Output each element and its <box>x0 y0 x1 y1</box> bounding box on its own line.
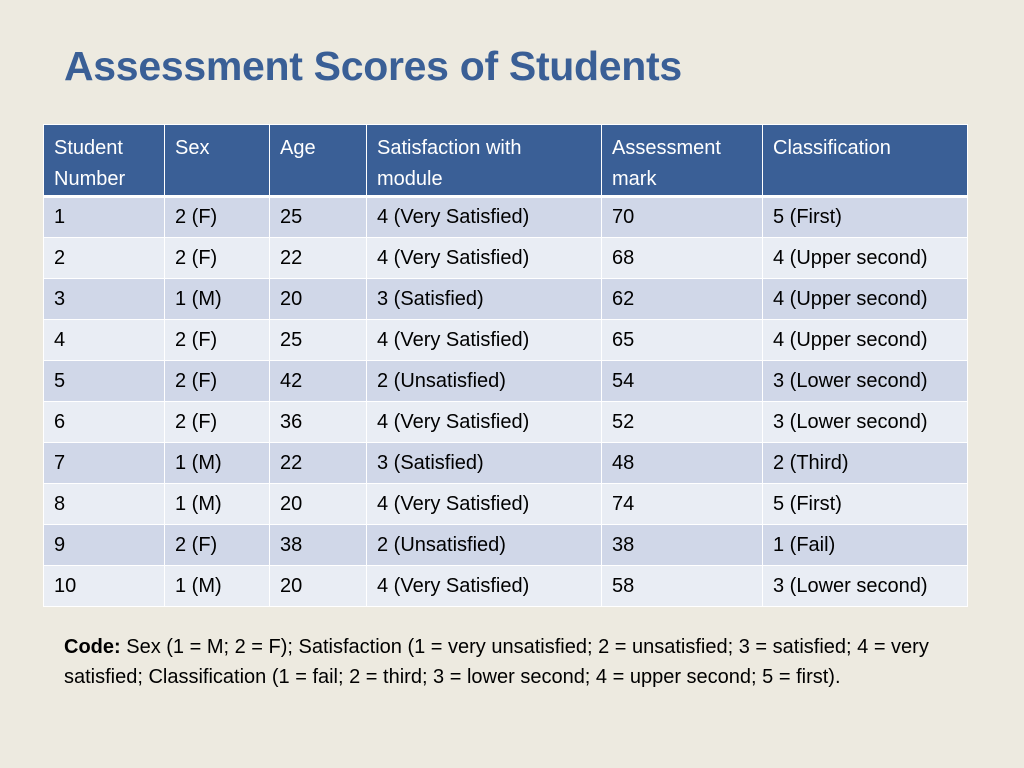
table-cell-sex: 1 (M) <box>164 565 270 607</box>
table-cell-age: 20 <box>269 565 367 607</box>
table-cell-satisfaction: 3 (Satisfied) <box>366 442 602 484</box>
table-cell-assessment-mark: 38 <box>601 524 763 566</box>
table-cell-sex: 2 (F) <box>164 237 270 279</box>
assessment-table: Student Number Sex Age Satisfaction with modu… <box>43 124 968 607</box>
table-cell-assessment-mark: 70 <box>601 196 763 238</box>
table-cell-student-number: 5 <box>43 360 165 402</box>
table-cell-satisfaction: 2 (Unsatisfied) <box>366 524 602 566</box>
table-cell-classification: 5 (First) <box>762 196 968 238</box>
table-cell-sex: 2 (F) <box>164 319 270 361</box>
code-note: Code: Sex (1 = M; 2 = F); Satisfaction (… <box>64 632 984 692</box>
table-cell-sex: 2 (F) <box>164 401 270 443</box>
table-cell-classification: 3 (Lower second) <box>762 360 968 402</box>
table-cell-age: 25 <box>269 196 367 238</box>
table-cell-assessment-mark: 68 <box>601 237 763 279</box>
table-cell-age: 20 <box>269 278 367 320</box>
column-header-age: Age <box>269 124 367 198</box>
table-cell-sex: 1 (M) <box>164 278 270 320</box>
table-cell-sex: 1 (M) <box>164 483 270 525</box>
table-cell-sex: 1 (M) <box>164 442 270 484</box>
table-cell-satisfaction: 4 (Very Satisfied) <box>366 319 602 361</box>
column-header-satisfaction: Satisfaction with module <box>366 124 602 198</box>
table-cell-age: 20 <box>269 483 367 525</box>
table-cell-age: 38 <box>269 524 367 566</box>
table-cell-student-number: 9 <box>43 524 165 566</box>
table-cell-student-number: 10 <box>43 565 165 607</box>
table-cell-satisfaction: 4 (Very Satisfied) <box>366 401 602 443</box>
table-cell-assessment-mark: 54 <box>601 360 763 402</box>
table-cell-assessment-mark: 48 <box>601 442 763 484</box>
table-cell-age: 42 <box>269 360 367 402</box>
table-header-row: Student Number Sex Age Satisfaction with modu… <box>43 124 968 198</box>
table-cell-satisfaction: 4 (Very Satisfied) <box>366 565 602 607</box>
table-cell-satisfaction: 2 (Unsatisfied) <box>366 360 602 402</box>
table-cell-assessment-mark: 52 <box>601 401 763 443</box>
table-cell-classification: 1 (Fail) <box>762 524 968 566</box>
table-row: 10 1 (M) 20 4 (Very Satisfied) 58 3 (Lower se… <box>43 565 968 607</box>
table-cell-student-number: 2 <box>43 237 165 279</box>
code-text: Sex (1 = M; 2 = F); Satisfaction (1 = ve… <box>64 636 929 688</box>
table-cell-age: 25 <box>269 319 367 361</box>
table-cell-student-number: 6 <box>43 401 165 443</box>
column-header-assessment-mark: Assessment mark <box>601 124 763 198</box>
table-cell-classification: 2 (Third) <box>762 442 968 484</box>
table-cell-assessment-mark: 62 <box>601 278 763 320</box>
table-cell-student-number: 4 <box>43 319 165 361</box>
table-cell-age: 22 <box>269 237 367 279</box>
table-cell-sex: 2 (F) <box>164 196 270 238</box>
table-cell-student-number: 7 <box>43 442 165 484</box>
table-cell-sex: 2 (F) <box>164 524 270 566</box>
table-cell-satisfaction: 3 (Satisfied) <box>366 278 602 320</box>
table-cell-sex: 2 (F) <box>164 360 270 402</box>
code-label: Code: <box>64 636 121 658</box>
table-cell-student-number: 3 <box>43 278 165 320</box>
table-cell-satisfaction: 4 (Very Satisfied) <box>366 196 602 238</box>
column-header-sex: Sex <box>164 124 270 198</box>
table-cell-classification: 4 (Upper second) <box>762 278 968 320</box>
table-cell-age: 36 <box>269 401 367 443</box>
table-cell-age: 22 <box>269 442 367 484</box>
column-header-classification: Classification <box>762 124 968 198</box>
table-cell-classification: 3 (Lower second) <box>762 565 968 607</box>
table-cell-assessment-mark: 74 <box>601 483 763 525</box>
table-cell-classification: 4 (Upper second) <box>762 237 968 279</box>
table-cell-student-number: 1 <box>43 196 165 238</box>
table-cell-student-number: 8 <box>43 483 165 525</box>
table-cell-assessment-mark: 65 <box>601 319 763 361</box>
table-cell-assessment-mark: 58 <box>601 565 763 607</box>
table-cell-satisfaction: 4 (Very Satisfied) <box>366 483 602 525</box>
table-cell-satisfaction: 4 (Very Satisfied) <box>366 237 602 279</box>
table-cell-classification: 3 (Lower second) <box>762 401 968 443</box>
slide-title: Assessment Scores of Students <box>64 43 682 89</box>
column-header-student-number: Student Number <box>43 124 165 198</box>
table-cell-classification: 5 (First) <box>762 483 968 525</box>
table-cell-classification: 4 (Upper second) <box>762 319 968 361</box>
